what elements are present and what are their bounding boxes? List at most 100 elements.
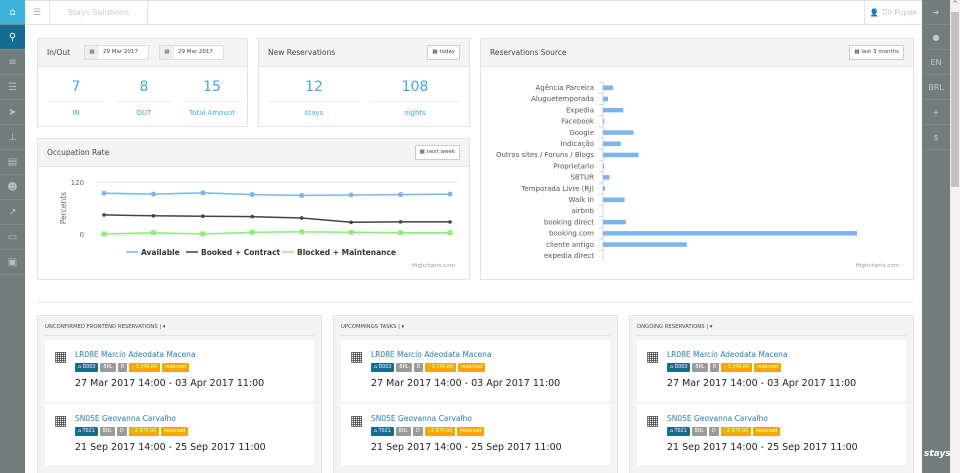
language[interactable]: EN [922, 50, 950, 75]
reservation-dates: 27 Mar 2017 14:00 - 03 Apr 2017 11:00 [75, 378, 265, 389]
stat-nights: 108 nights [369, 79, 461, 117]
money-icon[interactable]: ▣ [0, 250, 25, 275]
data-point [102, 213, 106, 217]
reservation-link[interactable]: LR08E Marcio Adeodata Macena [75, 350, 196, 359]
reservation-dates: 21 Sep 2017 14:00 - 25 Sep 2017 11:00 [371, 442, 562, 453]
send-icon[interactable]: ➤ [0, 100, 25, 125]
bar [603, 85, 614, 90]
menu-toggle-icon[interactable]: ☰ [25, 1, 50, 25]
scrollbar[interactable]: ^ [950, 0, 960, 473]
reservation-tag: - 3,745.00 [425, 363, 457, 372]
bar [603, 119, 605, 124]
bar [603, 130, 634, 135]
bar [603, 197, 625, 202]
stat-out: 8 OUT [115, 79, 173, 117]
chart-credit[interactable]: Highcharts.com [855, 263, 899, 269]
monitor-icon[interactable]: ▭ [0, 225, 25, 250]
stat-in: 7 IN [47, 79, 105, 117]
next-week-button[interactable]: ▦ next week [414, 145, 460, 160]
users-icon[interactable]: ☻ [0, 175, 25, 200]
data-point [150, 230, 156, 236]
date-from-input[interactable]: ▦ 29 Mar 2017 [84, 45, 149, 60]
category-label: Aluguetemporada [531, 95, 594, 103]
panel-title: Occupation Rate [47, 148, 110, 157]
reservation-card[interactable]: ▦ LR08E Marcio Adeodata Macena ⌂ D003 BRL D -… [637, 340, 906, 401]
legend-item: Blocked + Maintenance [297, 248, 396, 257]
reservation-card[interactable]: ▦ LR08E Marcio Adeodata Macena ⌂ D003 BRL D -… [341, 340, 610, 401]
inout-panel: In/Out ▦ 29 Mar 2017 ▦ 29 Mar 2017 7 IN 8 OU… [37, 38, 248, 127]
reservation-tag: ⌂ D003 [75, 363, 99, 372]
reservation-tag: ⌂ T021 [371, 427, 394, 436]
category-label: Proprietario [553, 162, 594, 170]
stays-logo: stays [924, 449, 951, 459]
card-icon[interactable]: ▤ [0, 150, 25, 175]
reservation-tag: - 2,970.00 [720, 427, 752, 436]
new-reservations-panel: New Reservations ▦ today 12 stays 108 nigh… [258, 38, 470, 127]
stat-stays: 12 stays [268, 79, 360, 117]
date-to-input[interactable]: ▦ 29 Mar 2017 [159, 45, 224, 60]
category-label: SBTUR [570, 174, 594, 182]
column-title-dropdown[interactable]: UPCOMMINGS TASKS | ▾ [341, 316, 610, 336]
reservation-link[interactable]: LR08E Marcio Adeodata Macena [371, 350, 492, 359]
reservation-dates: 27 Mar 2017 14:00 - 03 Apr 2017 11:00 [371, 378, 561, 389]
category-label: airbnb [572, 207, 595, 215]
data-point [448, 220, 452, 224]
sitemap-icon[interactable]: ⊥ [0, 125, 25, 150]
database-icon[interactable]: ≡ [0, 50, 25, 75]
user-icon[interactable]: ● [922, 25, 950, 50]
reservation-card[interactable]: ▦ LR08E Marcio Adeodata Macena ⌂ D003 BRL D -… [45, 340, 314, 401]
reservation-card[interactable]: ▦ SN05E Geovanna Carvalho ⌂ T021 BRL D - 2,97… [637, 404, 906, 465]
data-point [447, 230, 453, 236]
scrollbar-thumb[interactable] [951, 12, 959, 187]
reservation-card[interactable]: ▦ SN05E Geovanna Carvalho ⌂ T021 BRL D - 2,97… [45, 404, 314, 465]
divider [37, 302, 913, 303]
reservation-link[interactable]: LR08E Marcio Adeodata Macena [667, 350, 788, 359]
reservation-card[interactable]: ▦ SN05E Geovanna Carvalho ⌂ T021 BRL D - 2,97… [341, 404, 610, 465]
bar [603, 152, 639, 158]
dollar-icon[interactable]: $ [922, 125, 950, 150]
arrow-right-icon[interactable]: ➔ [922, 0, 950, 25]
reservation-link[interactable]: SN05E Geovanna Carvalho [667, 414, 768, 423]
home-icon[interactable]: ⌂ [0, 0, 25, 25]
bar [603, 175, 610, 180]
list-icon[interactable]: ☰ [0, 75, 25, 100]
reservation-dates: 27 Mar 2017 14:00 - 03 Apr 2017 11:00 [667, 378, 857, 389]
today-button[interactable]: ▦ today [427, 45, 460, 60]
plus-icon[interactable]: + [922, 100, 950, 125]
reservation-tag: reserved [161, 427, 189, 436]
reservation-link[interactable]: SN05E Geovanna Carvalho [75, 414, 176, 423]
reservation-column: UNCONFIRMED FRONTEND RESERVATIONS | ▾ ▦ LR… [37, 315, 322, 473]
column-title-dropdown[interactable]: ONGOING RESERVATIONS | ▾ [637, 316, 906, 336]
reservation-tag: D [412, 427, 423, 436]
reservation-tag: BRL [395, 427, 411, 436]
calendar-icon: ▦ [350, 413, 364, 429]
category-label: Expedia [566, 106, 594, 114]
chart-icon[interactable]: ↗ [0, 200, 25, 225]
brand-link[interactable]: Stays Solutions [50, 1, 148, 25]
reservation-tag: ⌂ T021 [75, 427, 98, 436]
reservation-tag: D [708, 427, 719, 436]
scroll-up-icon[interactable]: ^ [952, 0, 958, 8]
last-3-months-button[interactable]: ▦ last 3 months [849, 45, 904, 60]
data-point [101, 231, 107, 237]
category-label: Agência Parceira [536, 84, 594, 92]
data-point [299, 216, 304, 220]
reservation-link[interactable]: SN05E Geovanna Carvalho [371, 414, 472, 423]
data-point [101, 190, 107, 196]
currency[interactable]: BRL [922, 75, 950, 100]
bar [603, 96, 609, 102]
user-menu[interactable]: 👤 Till Pupak [864, 1, 922, 25]
right-sidebar: ➔ ● EN BRL + $ stays [922, 0, 951, 473]
bar [603, 219, 626, 225]
calendar-icon: ▦ [160, 46, 174, 59]
series-line [103, 231, 450, 235]
search-icon[interactable]: ⚲ [0, 25, 25, 50]
data-point [447, 191, 453, 197]
reservation-tag: - 2,970.00 [424, 427, 456, 436]
bar [603, 242, 687, 247]
chart-credit[interactable]: Highcharts.com [411, 263, 455, 269]
calendar-icon: ▦ [646, 413, 660, 429]
column-title-dropdown[interactable]: UNCONFIRMED FRONTEND RESERVATIONS | ▾ [45, 316, 314, 336]
reservation-column: ONGOING RESERVATIONS | ▾ ▦ LR08E Marcio Ad… [629, 315, 914, 473]
